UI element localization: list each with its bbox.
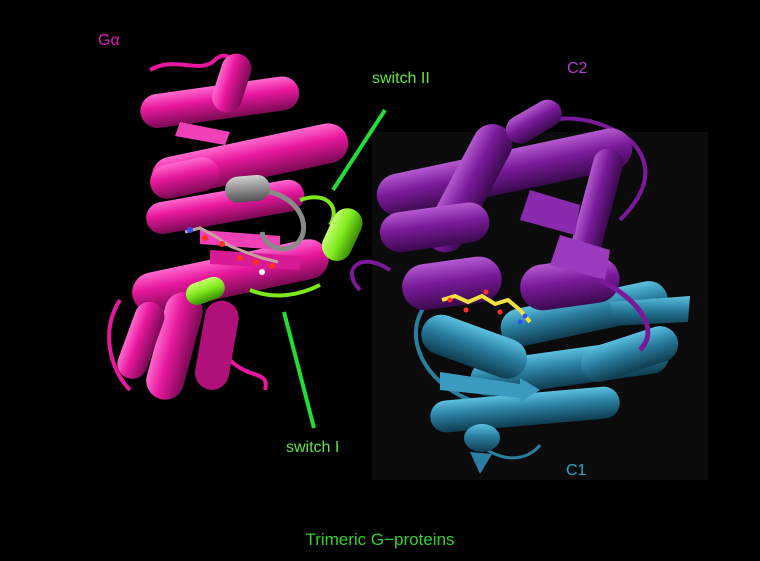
- switch-i-label: switch I: [286, 439, 340, 456]
- c2-domain: [350, 99, 651, 352]
- switch-i-region: [185, 276, 321, 306]
- switch-ii-pointer: [331, 108, 387, 192]
- figure-caption: Trimeric G−proteins: [305, 530, 455, 549]
- g-alpha-subunit: [107, 53, 349, 400]
- switch-ii-label: switch II: [372, 70, 430, 87]
- switch-i-pointer: [282, 311, 316, 429]
- c1-label: C1: [566, 462, 587, 479]
- gtp-ligand: [184, 226, 279, 275]
- forskolin-ligand: [441, 289, 532, 325]
- c2-label: C2: [567, 60, 588, 77]
- switch-ii-region: [299, 195, 363, 261]
- switch-loop-grey: [225, 174, 307, 252]
- g-alpha-label: Gα: [98, 32, 120, 49]
